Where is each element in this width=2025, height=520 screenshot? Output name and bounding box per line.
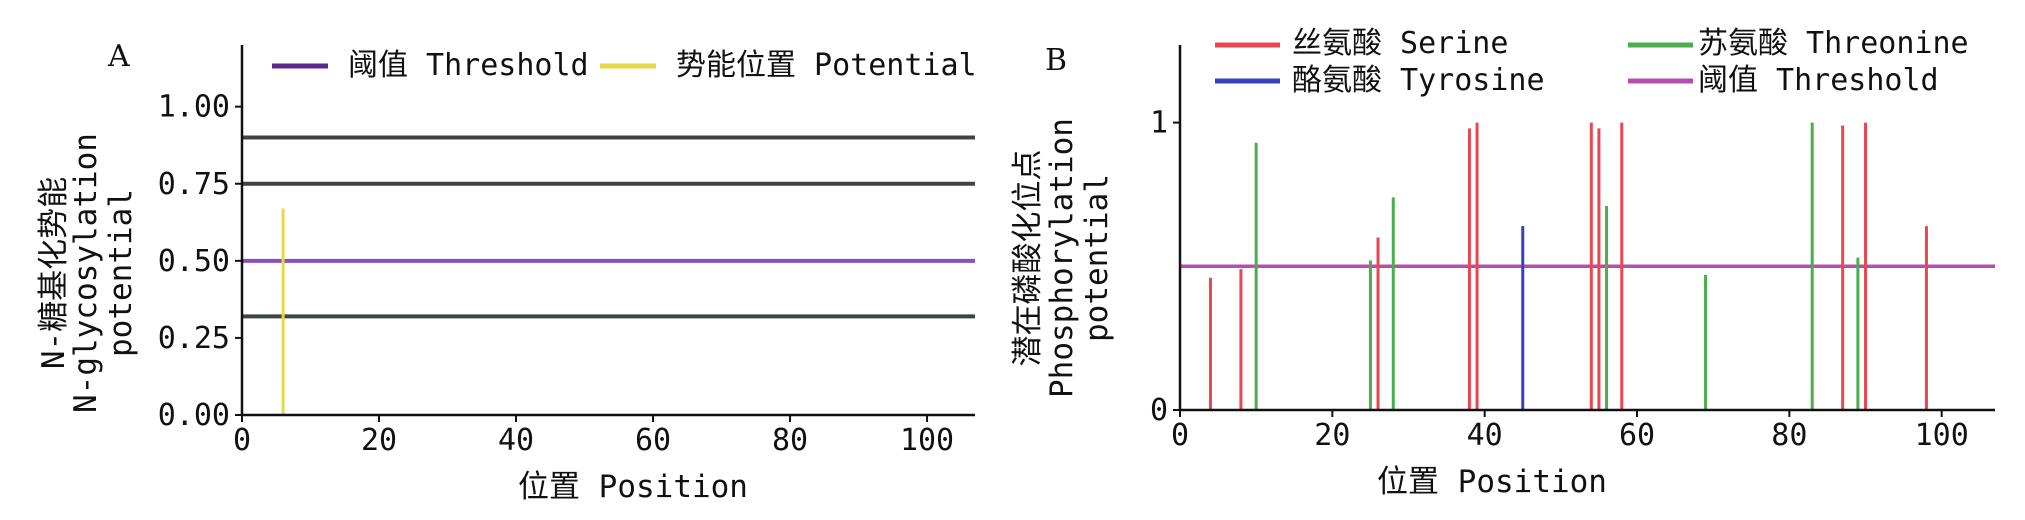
- panel-b: B 潜在磷酸化位点 Phosphorylation potential 位置 P…: [1010, 26, 1995, 500]
- chart-b-legend: 丝氨酸 Serine 苏氨酸 Threonine 酪氨酸 Tyrosine 阈值…: [1215, 26, 1969, 98]
- chart-a-x-tick-label: 80: [772, 423, 808, 458]
- chart-a-y-label-line-3: potential: [103, 189, 139, 357]
- chart-a-y-tick-label: 0.50: [158, 244, 230, 279]
- panel-label-a: A: [107, 39, 130, 74]
- chart-b-y-label-line-1: 潜在磷酸化位点: [1010, 150, 1046, 367]
- chart-b-legend-label-threonine: 苏氨酸 Threonine: [1698, 26, 1969, 61]
- chart-a-legend-label-threshold: 阈值 Threshold: [348, 48, 589, 83]
- chart-b-x-tick-label: 60: [1619, 418, 1655, 453]
- chart-b-x-axis-label: 位置 Position: [1377, 464, 1607, 500]
- panel-a: A N-糖基化势能 N-glycosylation potential 位置 P…: [36, 39, 977, 505]
- chart-a-x-tick-label: 20: [361, 423, 397, 458]
- chart-b-bars: [1208, 122, 1928, 410]
- chart-a-x-ticks: 0 20 40 60 80 100: [233, 415, 954, 458]
- chart-b-x-tick-label: 20: [1314, 418, 1350, 453]
- panel-label-b: B: [1045, 43, 1067, 78]
- chart-b-x-tick-label: 100: [1915, 418, 1969, 453]
- chart-a-y-tick-label: 0.25: [158, 321, 230, 356]
- chart-b-legend-label-serine: 丝氨酸 Serine: [1292, 26, 1508, 61]
- chart-a-legend: 阈值 Threshold 势能位置 Potential: [272, 48, 977, 83]
- chart-a-y-tick-label: 0.75: [158, 167, 230, 202]
- chart-b-x-ticks: 0 20 40 60 80 100: [1171, 410, 1969, 453]
- chart-a-grid-lines: [242, 135, 975, 319]
- chart-b-y-tick-label: 0: [1150, 393, 1168, 428]
- chart-a-x-tick-label: 100: [900, 423, 954, 458]
- chart-b-y-label-line-3: potential: [1079, 174, 1115, 342]
- chart-a-y-ticks: 0.00 0.25 0.50 0.75 1.00: [158, 90, 242, 433]
- chart-a-y-axis-label: N-糖基化势能 N-glycosylation potential: [36, 133, 139, 413]
- chart-b-y-ticks: 01: [1150, 106, 1180, 428]
- chart-a-y-label-line-1: N-糖基化势能: [36, 177, 72, 369]
- chart-b-y-label-line-2: Phosphorylation: [1044, 118, 1080, 398]
- chart-a-x-axis-label: 位置 Position: [518, 469, 748, 505]
- chart-a-axes: [240, 45, 975, 417]
- chart-a-y-label-line-2: N-glycosylation: [68, 133, 104, 413]
- chart-a-x-tick-label: 40: [498, 423, 534, 458]
- chart-b-y-tick-label: 1: [1150, 106, 1168, 141]
- chart-a-x-tick-label: 0: [233, 423, 251, 458]
- chart-b-axes: [1178, 45, 1995, 412]
- chart-b-legend-label-tyrosine: 酪氨酸 Tyrosine: [1292, 63, 1545, 98]
- chart-b-legend-label-threshold: 阈值 Threshold: [1698, 63, 1939, 98]
- chart-b-x-tick-label: 0: [1171, 418, 1189, 453]
- chart-a-x-tick-label: 60: [635, 423, 671, 458]
- chart-b-x-tick-label: 40: [1467, 418, 1503, 453]
- chart-a-y-tick-label: 0.00: [158, 398, 230, 433]
- chart-b-y-axis-label: 潜在磷酸化位点 Phosphorylation potential: [1010, 118, 1115, 398]
- chart-a-legend-label-potential: 势能位置 Potential: [676, 48, 977, 83]
- chart-a-y-tick-label: 1.00: [158, 90, 230, 125]
- chart-b-x-tick-label: 80: [1771, 418, 1807, 453]
